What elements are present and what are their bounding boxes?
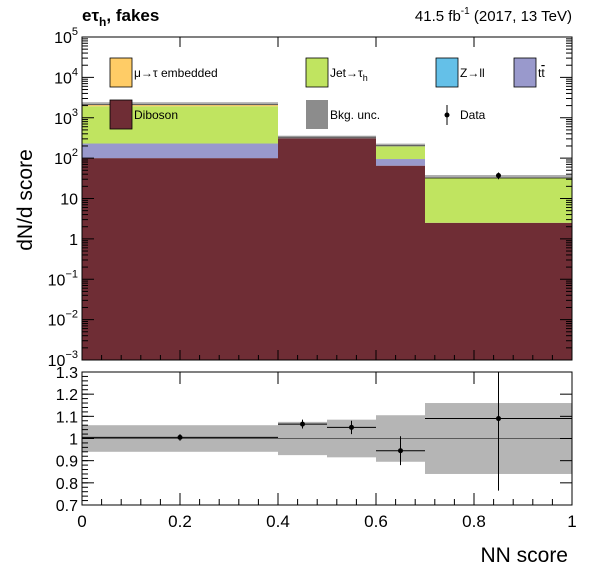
ratio-point-0 bbox=[177, 434, 183, 440]
ratio-y-tick-label-4: 1.1 bbox=[56, 409, 78, 426]
stack-bar-embedded-bin-0 bbox=[82, 104, 278, 107]
legend-label-data: Data bbox=[460, 108, 486, 122]
x-tick-label-4: 0.8 bbox=[462, 512, 486, 531]
x-tick-label-2: 0.4 bbox=[266, 512, 290, 531]
ratio-point-3 bbox=[398, 448, 403, 454]
luminosity-label: 41.5 fb-1 (2017, 13 TeV) bbox=[415, 6, 572, 25]
data-point-0 bbox=[496, 173, 501, 179]
x-tick-label-5: 1 bbox=[567, 512, 576, 531]
stack-bar-ttbar-bin-2 bbox=[376, 159, 425, 166]
x-tick-label-1: 0.2 bbox=[168, 512, 192, 531]
legend-label-ttbar: tt bbox=[538, 66, 545, 80]
x-tick-label-3: 0.6 bbox=[364, 512, 388, 531]
ratio-y-tick-label-5: 1.2 bbox=[56, 387, 78, 404]
legend-swatch-ttbar bbox=[513, 57, 537, 88]
stack-bar-diboson-bin-0 bbox=[82, 158, 278, 360]
y-tick-label-0: 105 bbox=[54, 26, 78, 47]
ratio-y-tick-label-6: 1.3 bbox=[56, 365, 78, 382]
legend-label-unc: Bkg. unc. bbox=[330, 108, 380, 122]
ratio-y-tick-label-1: 0.8 bbox=[56, 476, 78, 493]
legend-swatch-embedded bbox=[109, 57, 133, 88]
unc-band-bin-0 bbox=[82, 102, 278, 106]
ratio-y-tick-label-0: 0.7 bbox=[56, 498, 78, 515]
legend-label-diboson: Diboson bbox=[134, 108, 178, 122]
ratio-y-tick-label-3: 1 bbox=[69, 432, 78, 449]
y-tick-label-8: 10−3 bbox=[48, 349, 78, 370]
y-tick-label-5: 1 bbox=[69, 232, 78, 249]
legend-label-jetfakes: Jet→τh bbox=[330, 66, 368, 83]
y-axis-title: dN/d score bbox=[14, 149, 37, 251]
legend-swatch-diboson bbox=[109, 99, 133, 130]
ratio-y-tick-label-2: 0.9 bbox=[56, 454, 78, 471]
ratio-point-2 bbox=[349, 424, 354, 430]
y-tick-label-7: 10−2 bbox=[48, 309, 78, 330]
legend-swatch-data bbox=[444, 112, 450, 118]
x-tick-label-0: 0 bbox=[77, 512, 86, 531]
y-tick-label-1: 104 bbox=[54, 66, 78, 87]
ratio-point-1 bbox=[300, 421, 305, 427]
ratio-point-4 bbox=[496, 416, 501, 422]
stack-bar-jetfakes-bin-2 bbox=[376, 145, 425, 160]
stack-bar-diboson-bin-3 bbox=[425, 222, 572, 360]
unc-band-bin-1 bbox=[278, 135, 376, 139]
channel-title: eτh, fakes bbox=[82, 6, 159, 29]
x-axis-title: NN score bbox=[480, 544, 568, 567]
legend-swatch-unc bbox=[306, 100, 328, 129]
stack-bar-diboson-bin-1 bbox=[278, 137, 376, 360]
legend-label-zll: Z→ll bbox=[460, 66, 485, 80]
y-tick-label-6: 10−1 bbox=[48, 268, 78, 289]
stack-bar-diboson-bin-2 bbox=[376, 165, 425, 360]
legend-swatch-zll bbox=[435, 57, 459, 88]
legend-label-embedded: μ→τ embedded bbox=[134, 66, 218, 80]
y-tick-label-2: 103 bbox=[54, 107, 78, 128]
stack-bar-ttbar-bin-0 bbox=[82, 143, 278, 159]
legend-swatch-jetfakes bbox=[305, 57, 329, 88]
ratio-panel: 0.7 0.8 0.9 1 1.1 1.2 1.3 0 0.2 0.4 0.6 0.8 1 bbox=[56, 365, 577, 531]
stack-bar-jetfakes-bin-3 bbox=[425, 177, 572, 223]
y-tick-label-3: 102 bbox=[54, 147, 78, 168]
y-tick-label-4: 10 bbox=[60, 192, 78, 209]
unc-band-bin-2 bbox=[376, 143, 425, 147]
